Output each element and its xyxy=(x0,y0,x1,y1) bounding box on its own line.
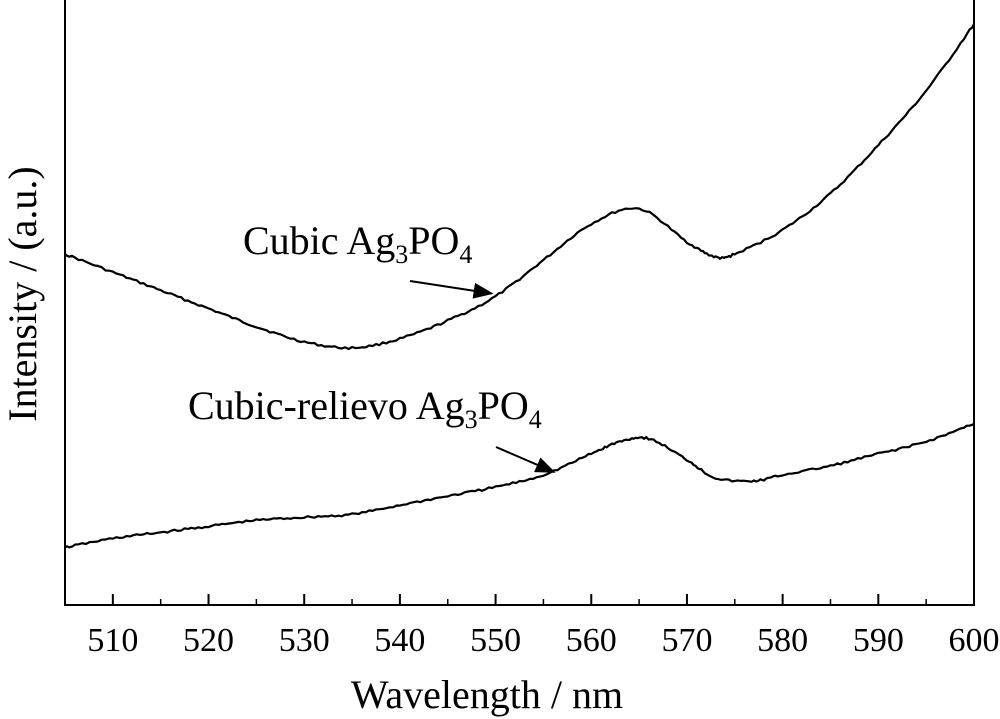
annotation-arrow-cubic xyxy=(409,280,494,299)
x-tick-label: 560 xyxy=(566,622,617,659)
x-tick-label: 590 xyxy=(853,622,904,659)
series-label-cubic-sub1: 3 xyxy=(395,240,408,269)
series-line-cubic xyxy=(64,23,975,351)
series-label-cubic-mid: PO xyxy=(408,218,459,263)
series-label-cubic-relievo-sub2: 4 xyxy=(529,405,542,434)
series-label-cubic-relievo-base: Cubic-relievo Ag xyxy=(188,383,465,428)
y-axis-title: Intensity / (a.u.) xyxy=(0,166,45,422)
series-label-cubic-sub2: 4 xyxy=(459,240,472,269)
x-tick-label: 520 xyxy=(183,622,234,659)
x-tick-label: 600 xyxy=(949,622,1000,659)
x-tick-label: 550 xyxy=(470,622,521,659)
series-label-cubic-relievo: Cubic-relievo Ag3PO4 xyxy=(188,383,542,434)
x-tick-label: 510 xyxy=(87,622,138,659)
x-tick-label: 530 xyxy=(279,622,330,659)
series-label-cubic-base: Cubic Ag xyxy=(243,218,395,263)
annotation-arrow-cubic-relievo xyxy=(495,446,556,473)
x-tick-label: 540 xyxy=(374,622,425,659)
axes-frame xyxy=(64,0,975,606)
series-label-cubic-relievo-mid: PO xyxy=(478,383,529,428)
x-tick-label: 580 xyxy=(757,622,808,659)
series-label-cubic-relievo-sub1: 3 xyxy=(465,405,478,434)
series-line-cubic-relievo xyxy=(64,422,975,549)
series-label-cubic: Cubic Ag3PO4 xyxy=(243,218,472,269)
x-axis-title: Wavelength / nm xyxy=(351,672,623,717)
x-tick-label: 570 xyxy=(661,622,712,659)
